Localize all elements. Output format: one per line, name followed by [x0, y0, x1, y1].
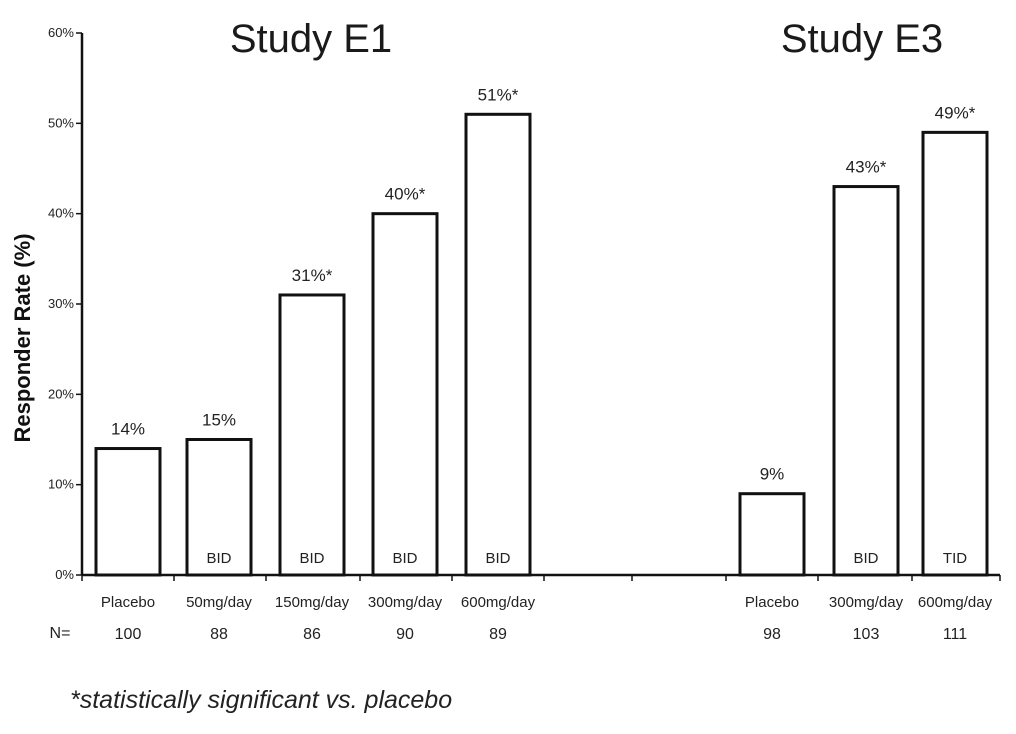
bar-value-label: 15% [202, 411, 236, 430]
x-tick-label: 300mg/day [368, 594, 443, 611]
x-tick-label: 300mg/day [829, 594, 904, 611]
bar [832, 185, 900, 577]
y-tick-label: 20% [48, 386, 74, 401]
dosing-label: TID [943, 550, 967, 567]
bar [371, 212, 439, 577]
x-tick-label: 50mg/day [186, 594, 252, 611]
y-tick-label: 40% [48, 206, 74, 221]
footnote: *statistically significant vs. placebo [70, 686, 453, 714]
x-tick-label: 600mg/day [918, 594, 993, 611]
n-value-label: 111 [943, 626, 967, 643]
n-value-label: 89 [489, 626, 507, 643]
n-value-label: 88 [210, 626, 228, 643]
bar-value-label: 51%* [478, 85, 519, 104]
dosing-label: BID [485, 550, 510, 567]
bar [94, 447, 162, 577]
y-tick-label: 60% [48, 25, 74, 40]
bar-value-label: 14% [111, 420, 145, 439]
y-tick-label: 0% [55, 567, 74, 582]
bar-value-label: 9% [760, 465, 785, 484]
study-title: Study E1 [230, 17, 392, 61]
x-tick-label: 150mg/day [275, 594, 350, 611]
n-value-label: 100 [115, 626, 142, 643]
bar [738, 492, 806, 577]
bar [921, 130, 989, 577]
bar [464, 112, 532, 577]
n-value-label: 98 [763, 626, 781, 643]
y-tick-label: 10% [48, 477, 74, 492]
bar [278, 293, 346, 577]
bar-value-label: 43%* [846, 158, 887, 177]
study-title: Study E3 [781, 17, 943, 61]
y-tick-label: 30% [48, 296, 74, 311]
n-prefix-label: N= [50, 625, 71, 642]
y-tick-label: 50% [48, 115, 74, 130]
x-tick-label: 600mg/day [461, 594, 536, 611]
n-value-label: 103 [853, 626, 880, 643]
x-tick-label: Placebo [101, 594, 155, 611]
bar-value-label: 31%* [292, 266, 333, 285]
bar-value-label: 49%* [935, 103, 976, 122]
dosing-label: BID [206, 550, 231, 567]
dosing-label: BID [392, 550, 417, 567]
bar [185, 438, 253, 577]
bar-value-label: 40%* [385, 185, 426, 204]
dosing-label: BID [299, 550, 324, 567]
n-value-label: 86 [303, 626, 321, 643]
dosing-label: BID [853, 550, 878, 567]
x-tick-label: Placebo [745, 594, 799, 611]
n-value-label: 90 [396, 626, 414, 643]
y-axis-label: Responder Rate (%) [10, 233, 35, 442]
